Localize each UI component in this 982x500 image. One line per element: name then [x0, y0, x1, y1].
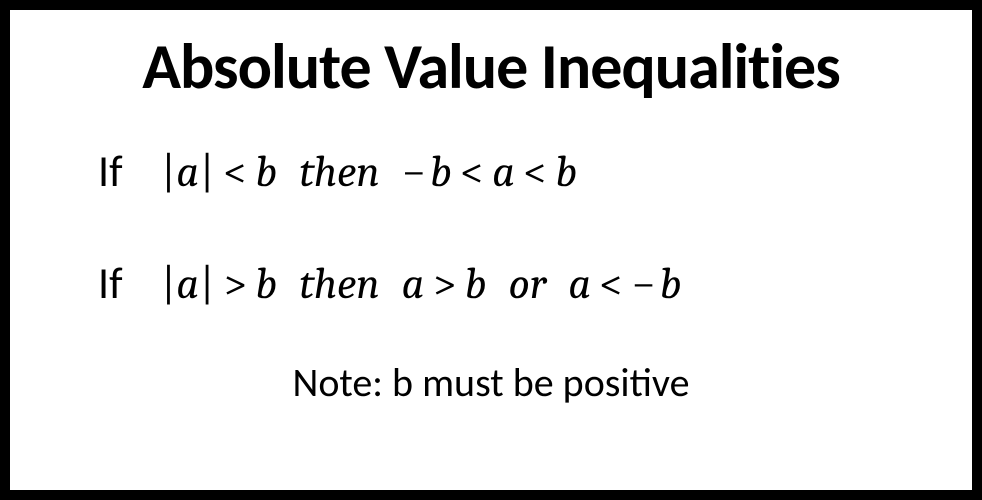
rule-2-prefix: If — [98, 256, 123, 310]
then-word: then — [299, 258, 379, 309]
less-than: < — [515, 146, 555, 197]
abs-bar-open: | — [161, 146, 177, 197]
greater-than: > — [215, 258, 255, 309]
rule-1: If |a|<bthen−b<a<b — [50, 144, 932, 198]
abs-bar-open: | — [161, 258, 177, 309]
var-b: b — [555, 146, 577, 197]
var-a: a — [176, 258, 199, 309]
rule-1-prefix: If — [98, 144, 123, 198]
var-a: a — [402, 258, 425, 309]
abs-bar-close: | — [199, 258, 215, 309]
var-a: a — [568, 258, 591, 309]
var-b: b — [660, 258, 682, 309]
rule-1-math: |a|<bthen−b<a<b — [161, 146, 578, 197]
var-a: a — [176, 146, 199, 197]
footnote: Note: b must be positive — [293, 358, 690, 407]
page-title: Absolute Value Inequalities — [142, 28, 840, 106]
var-b: b — [465, 258, 487, 309]
content-frame: Absolute Value Inequalities If |a|<bthen… — [0, 0, 982, 500]
var-b: b — [430, 146, 452, 197]
less-than: < — [591, 258, 631, 309]
less-than: < — [215, 146, 255, 197]
var-b: b — [255, 146, 277, 197]
greater-than: > — [424, 258, 464, 309]
minus-sign: − — [631, 258, 659, 309]
var-a: a — [492, 146, 515, 197]
rule-2-math: |a|>bthena>bora<−b — [161, 258, 682, 309]
then-word: then — [299, 146, 379, 197]
minus-sign: − — [402, 146, 430, 197]
less-than: < — [452, 146, 492, 197]
var-b: b — [255, 258, 277, 309]
or-word: or — [509, 258, 547, 309]
abs-bar-close: | — [199, 146, 215, 197]
rule-2: If |a|>bthena>bora<−b — [50, 256, 932, 310]
